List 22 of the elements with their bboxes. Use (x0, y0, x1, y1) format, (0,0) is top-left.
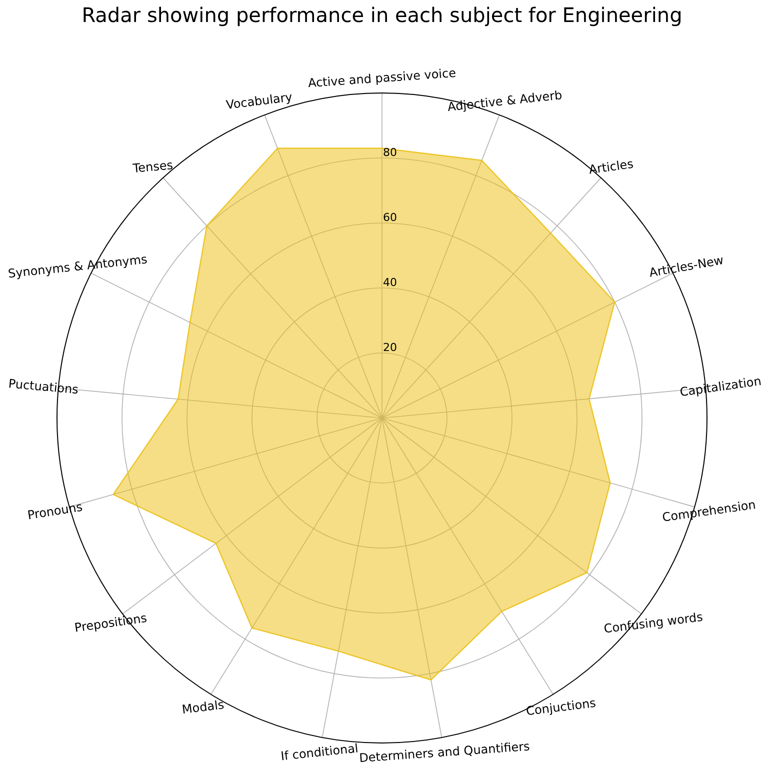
spoke-label: Articles (588, 156, 634, 177)
spoke-label: Puctuations (8, 376, 79, 397)
spoke-label: If conditional (280, 741, 359, 764)
spoke-label: Confusing words (603, 610, 704, 636)
spoke-label: Determiners and Quantifiers (358, 739, 530, 766)
spoke-label: Capitalization (678, 374, 762, 400)
spoke-label: Active and passive voice (308, 66, 456, 90)
y-tick-label: 20 (383, 341, 397, 354)
spoke-label: Modals (181, 698, 225, 717)
spoke-label: Pronouns (26, 500, 84, 522)
spoke-label: Tenses (131, 158, 174, 176)
chart-title: Radar showing performance in each subject for Engineering (82, 3, 682, 27)
spoke-label: Articles-New (648, 252, 725, 280)
spoke-label: Synonyms & Antonyms (7, 252, 148, 281)
spoke-label: Conjuctions (525, 696, 597, 718)
spoke-label: Adjective & Adverb (446, 88, 563, 114)
y-tick-label: 80 (383, 146, 397, 159)
spoke-label: Prepositions (74, 610, 148, 635)
y-tick-label: 40 (383, 276, 397, 289)
spoke-label: Vocabulary (225, 90, 294, 112)
y-tick-label: 60 (383, 211, 397, 224)
spoke-label: Comprehension (661, 498, 757, 525)
